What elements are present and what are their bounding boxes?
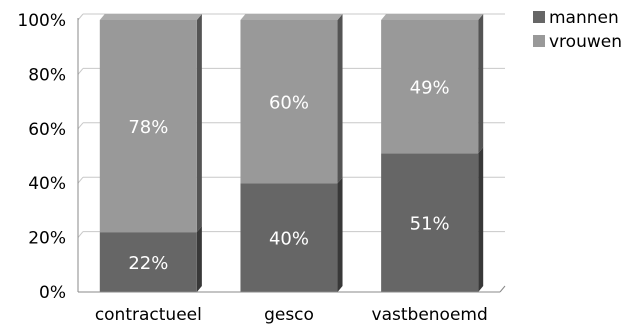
gridline-depth — [78, 68, 83, 74]
y-tick-label: 100% — [17, 11, 66, 31]
y-tick-label: 80% — [28, 65, 66, 85]
data-label: 78% — [128, 117, 168, 138]
bar-segment-side — [197, 226, 202, 292]
legend: mannen vrouwen — [533, 8, 622, 52]
bar-segment-top — [240, 14, 342, 20]
legend-label-mannen: mannen — [549, 8, 619, 28]
bar-segment-side — [338, 14, 343, 183]
y-tick-label: 0% — [39, 283, 66, 303]
gridline-depth — [78, 123, 83, 129]
data-label: 22% — [128, 253, 168, 274]
bar-segment-top — [100, 14, 202, 20]
x-tick-label: gesco — [264, 305, 314, 325]
gridline-depth — [78, 14, 83, 20]
x-tick-label: vastbenoemd — [372, 305, 488, 325]
bars: 22% 78% 40% 60% 51% 49% — [100, 14, 483, 292]
data-label: 40% — [269, 229, 309, 250]
legend-label-vrouwen: vrouwen — [549, 32, 622, 52]
bar-segment-top — [381, 14, 483, 20]
data-label: 49% — [410, 78, 450, 99]
y-tick-label: 60% — [28, 120, 66, 140]
gridline-depth — [78, 177, 83, 183]
y-tick-label: 20% — [28, 229, 66, 249]
bar-segment-side — [197, 14, 202, 232]
x-axis-depth — [500, 286, 505, 292]
bar-segment-side — [478, 147, 483, 292]
y-tick-label: 40% — [28, 174, 66, 194]
data-label: 51% — [410, 214, 450, 235]
x-tick-label: contractueel — [95, 305, 202, 325]
bar-segment-side — [478, 14, 483, 153]
data-label: 60% — [269, 93, 309, 114]
legend-swatch-mannen — [533, 11, 545, 23]
legend-swatch-vrouwen — [533, 35, 545, 47]
bar-segment-side — [338, 177, 343, 292]
gridline-depth — [78, 232, 83, 238]
